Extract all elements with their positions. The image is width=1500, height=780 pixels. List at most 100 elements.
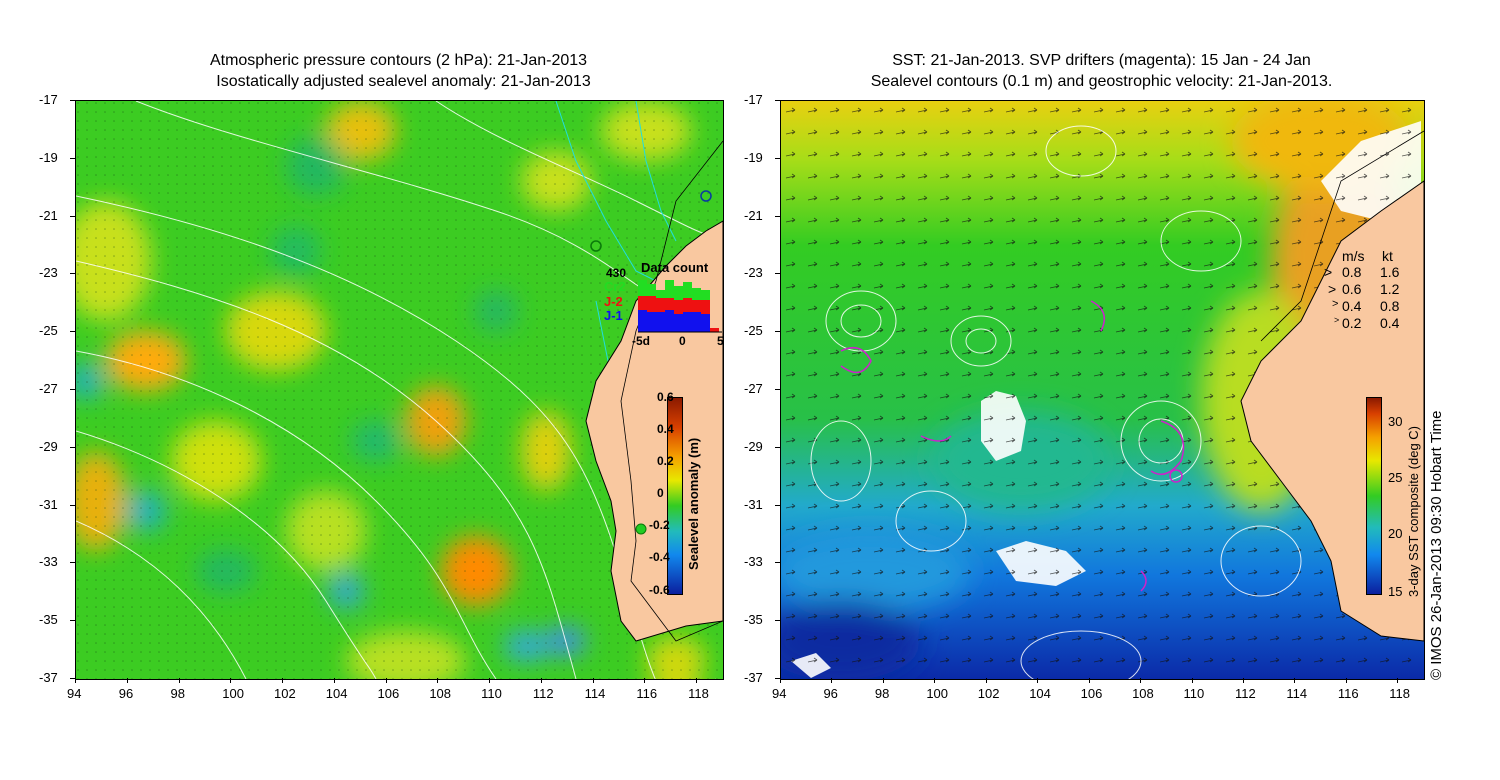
legend-cr2: Cr2 — [604, 279, 626, 294]
right-ytick-mark — [775, 678, 780, 679]
right-title-line2: Sealevel contours (0.1 m) and geostrophi… — [870, 73, 1333, 90]
right-xtick-label: 116 — [1337, 686, 1359, 701]
right-ytick-mark — [775, 620, 780, 622]
right-xtick-mark — [1088, 678, 1090, 683]
right-xtick-label: 94 — [772, 686, 787, 701]
left-ytick-mark — [70, 331, 75, 333]
left-ytick-mark — [70, 100, 75, 101]
left-xtick-label: 116 — [636, 686, 658, 701]
vel-arrow-2: > — [1328, 281, 1337, 297]
right-xtick-mark — [1397, 678, 1399, 683]
right-ytick-mark — [775, 504, 780, 506]
right-xtick-label: 112 — [1234, 686, 1256, 701]
right-ytick-mark — [775, 215, 780, 217]
sst-cb-tick-20: 20 — [1388, 526, 1403, 541]
left-xtick-label: 104 — [325, 686, 348, 701]
data-count-title: Data count — [641, 260, 709, 275]
right-ytick-mark — [775, 157, 780, 159]
left-xtick-mark — [75, 678, 76, 683]
right-xtick-mark — [1191, 678, 1193, 683]
left-xtick-mark — [696, 678, 698, 683]
vel-header-kt: kt — [1382, 248, 1393, 264]
left-ytick-label: -29 — [39, 438, 58, 454]
anomaly-cb-tick-2: 0.2 — [657, 454, 674, 468]
vel-header-ms: m/s — [1342, 248, 1365, 264]
left-xtick-label: 98 — [170, 686, 185, 701]
vel-ms-4: 0.2 — [1342, 315, 1362, 331]
anomaly-cb-tick-0: 0.6 — [657, 390, 674, 404]
anomaly-cb-tick-1: 0.4 — [657, 422, 674, 436]
left-xtick-label: 102 — [274, 686, 296, 701]
right-title-line1: SST: 21-Jan-2013. SVP drifters (magenta)… — [892, 52, 1311, 69]
left-xtick-mark — [489, 678, 491, 683]
left-xtick-label: 94 — [67, 686, 82, 701]
vel-ms-1: 0.8 — [1342, 264, 1362, 280]
left-xtick-label: 112 — [532, 686, 554, 701]
sst-map[interactable] — [780, 100, 1425, 680]
left-xtick-mark — [126, 678, 128, 683]
vel-kt-4: 0.4 — [1380, 315, 1400, 331]
right-ytick-label: -33 — [744, 554, 763, 570]
right-xtick-mark — [985, 678, 987, 683]
data-count-xtick-3: 5 — [717, 334, 724, 348]
left-ytick-label: -27 — [39, 381, 58, 396]
right-ytick-mark — [775, 562, 780, 564]
right-xtick-label: 104 — [1029, 686, 1051, 701]
left-xtick-label: 110 — [481, 686, 502, 701]
left-xtick-label: 108 — [429, 686, 452, 701]
right-xtick-mark — [780, 678, 781, 683]
left-ytick-mark — [70, 157, 75, 159]
sst-colorbar — [1366, 397, 1382, 595]
left-ytick-mark — [70, 678, 75, 679]
data-count-xtick-2: 0 — [679, 334, 686, 348]
anomaly-cb-label: Sealevel anomaly (m) — [686, 437, 701, 570]
anomaly-cb-tick-3: 0 — [657, 486, 664, 500]
right-ytick-mark — [775, 389, 780, 390]
right-ytick-label: -19 — [744, 149, 763, 165]
sst-cb-tick-30: 30 — [1388, 414, 1403, 429]
left-ytick-mark — [70, 562, 75, 564]
left-xtick-label: 100 — [222, 686, 244, 701]
right-ytick-label: -17 — [744, 92, 763, 107]
right-xtick-mark — [1345, 678, 1347, 683]
vel-kt-2: 1.2 — [1380, 281, 1400, 297]
legend-j2: J-2 — [604, 294, 623, 309]
left-ytick-label: -25 — [39, 323, 58, 339]
right-xtick-label: 118 — [1389, 686, 1410, 701]
right-xtick-label: 114 — [1286, 686, 1308, 701]
right-ytick-label: -25 — [744, 323, 763, 339]
right-ytick-label: -37 — [744, 670, 763, 685]
left-xtick-mark — [437, 678, 439, 683]
sealevel-anomaly-field — [76, 101, 723, 679]
right-xtick-mark — [831, 678, 833, 683]
right-xtick-label: 106 — [1080, 686, 1103, 701]
right-ytick-label: -31 — [744, 496, 763, 512]
left-xtick-label: 106 — [377, 686, 400, 701]
left-ytick-label: -17 — [39, 92, 58, 107]
left-ytick-label: -37 — [39, 670, 58, 685]
vel-ms-3: 0.4 — [1342, 298, 1362, 314]
right-xtick-label: 100 — [926, 686, 949, 701]
sst-cb-label: 3-day SST composite (deg C) — [1406, 426, 1421, 597]
left-ytick-label: -35 — [39, 612, 58, 628]
vel-kt-3: 0.8 — [1380, 298, 1400, 314]
left-xtick-label: 114 — [584, 686, 606, 701]
right-ytick-label: -27 — [744, 381, 763, 396]
left-xtick-label: 118 — [688, 686, 709, 701]
anomaly-colorbar — [667, 397, 683, 595]
left-xtick-mark — [385, 678, 387, 683]
right-xtick-mark — [1294, 678, 1296, 683]
sst-cb-tick-25: 25 — [1388, 470, 1403, 485]
right-xtick-mark — [882, 678, 884, 683]
velocity-legend: m/s kt > 0.8 1.6 > 0.6 1.2 > 0.4 0.8 > 0… — [1322, 248, 1422, 338]
right-ytick-mark — [775, 100, 780, 101]
left-xtick-mark — [540, 678, 542, 683]
vel-arrow-3: > — [1332, 298, 1339, 310]
vel-arrow-4: > — [1334, 315, 1340, 325]
data-count-inset: Data count 430 Cr2 J-2 J-1 -5d 0 5 — [596, 260, 726, 350]
left-xtick-label: 96 — [118, 686, 134, 701]
right-xtick-label: 96 — [823, 686, 838, 701]
sealevel-anomaly-map[interactable] — [75, 100, 724, 680]
anomaly-cb-tick-5: -0.4 — [649, 550, 670, 564]
vel-arrow-1: > — [1324, 264, 1333, 280]
